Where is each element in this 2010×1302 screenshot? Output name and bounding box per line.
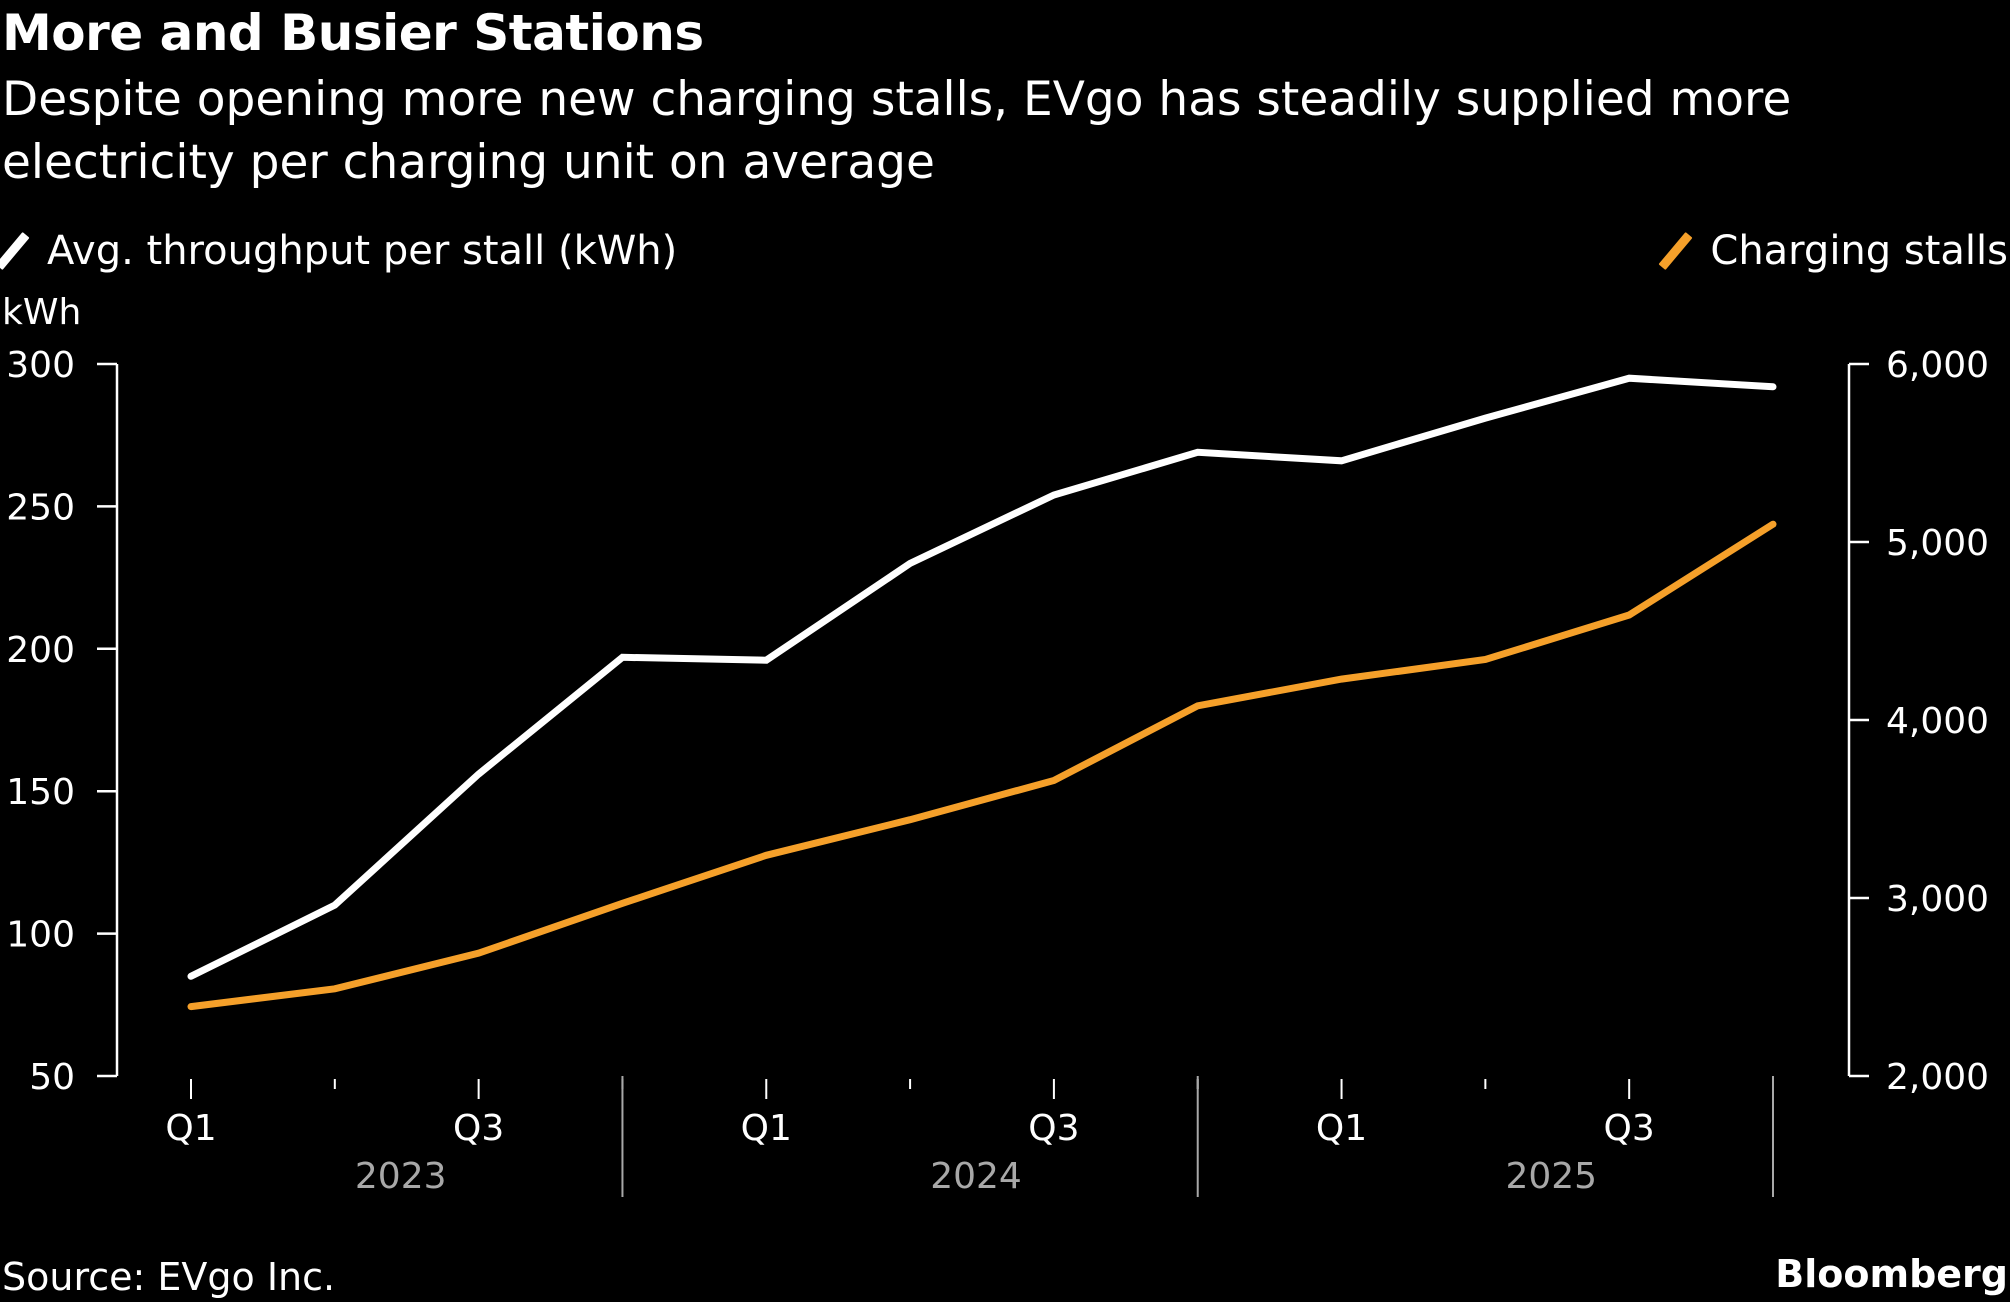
x-axis-tick-label: Q1 bbox=[741, 1108, 792, 1149]
x-axis-tick-label: Q3 bbox=[1028, 1108, 1079, 1149]
x-axis-tick-label: Q3 bbox=[453, 1108, 504, 1149]
left-axis-tick-label: 250 bbox=[6, 487, 75, 528]
right-axis-tick-label: 6,000 bbox=[1886, 345, 1989, 386]
legend-item-throughput: Avg. throughput per stall (kWh) bbox=[0, 228, 678, 274]
right-axis-tick-label: 5,000 bbox=[1886, 523, 1989, 564]
x-axis-tick-label: Q1 bbox=[165, 1108, 216, 1149]
legend-label-throughput: Avg. throughput per stall (kWh) bbox=[47, 228, 678, 274]
series-line-throughput bbox=[187, 374, 1777, 980]
x-axis-year-label: 2025 bbox=[1505, 1156, 1597, 1197]
chart-subtitle: Despite opening more new charging stalls… bbox=[2, 72, 1792, 190]
right-axis-tick-label: 4,000 bbox=[1886, 701, 1989, 742]
right-axis-tick-label: 2,000 bbox=[1886, 1057, 1989, 1098]
x-axis-year-label: 2023 bbox=[355, 1156, 447, 1197]
right-axis-tick-label: 3,000 bbox=[1886, 879, 1989, 920]
chart-title: More and Busier Stations bbox=[2, 4, 704, 62]
legend-label-stalls: Charging stalls bbox=[1710, 228, 2008, 274]
left-axis-tick-label: 50 bbox=[29, 1057, 75, 1098]
series-line-stalls bbox=[187, 520, 1777, 1011]
left-axis-tick-label: 150 bbox=[6, 772, 75, 813]
left-axis-tick-label: 200 bbox=[6, 630, 75, 671]
legend-item-stalls: Charging stalls bbox=[1658, 228, 2008, 274]
x-axis-tick-label: Q1 bbox=[1316, 1108, 1367, 1149]
left-axis-tick-label: 100 bbox=[6, 915, 75, 956]
left-axis-tick-label: 300 bbox=[6, 345, 75, 386]
bloomberg-logo: Bloomberg bbox=[1775, 1252, 2008, 1296]
source-note: Source: EVgo Inc. bbox=[2, 1255, 336, 1299]
x-axis-tick-label: Q3 bbox=[1604, 1108, 1655, 1149]
x-axis-year-label: 2024 bbox=[930, 1156, 1022, 1197]
left-axis-unit-label: kWh bbox=[2, 292, 82, 333]
